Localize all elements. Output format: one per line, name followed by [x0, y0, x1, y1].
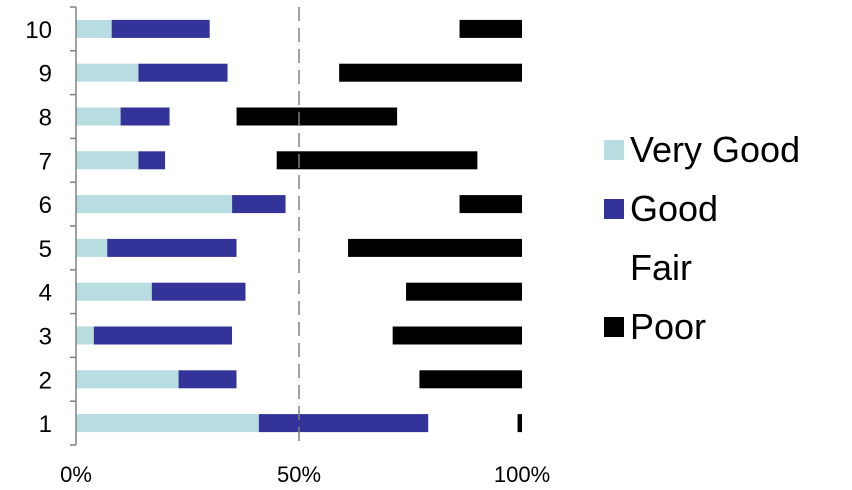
bar-fair-2 — [236, 370, 420, 389]
bar-very-good-2 — [76, 370, 179, 389]
bar-fair-7 — [165, 151, 277, 170]
legend-swatch-fair — [604, 257, 624, 278]
y-tick-label-4: 4 — [39, 280, 52, 307]
bar-poor-2 — [419, 370, 522, 389]
legend-label-very-good: Very Good — [630, 128, 801, 170]
bar-fair-8 — [169, 107, 237, 126]
legend-item-very-good: Very Good — [604, 120, 800, 179]
bar-fair-3 — [232, 326, 393, 345]
legend-swatch-good — [604, 198, 624, 219]
legend-item-fair: Fair — [604, 238, 800, 297]
bar-poor-7 — [276, 151, 478, 170]
bar-very-good-3 — [76, 326, 94, 345]
bar-good-1 — [258, 414, 429, 433]
legend-swatch-very-good — [604, 139, 624, 160]
bar-very-good-8 — [76, 107, 121, 126]
y-tick-label-5: 5 — [39, 236, 52, 263]
bar-poor-3 — [392, 326, 522, 345]
bar-poor-6 — [459, 195, 522, 214]
bar-good-3 — [93, 326, 233, 345]
x-tick-label-1: 50% — [277, 462, 321, 487]
bar-poor-9 — [339, 63, 522, 82]
bar-good-6 — [232, 195, 286, 214]
legend-label-good: Good — [630, 187, 719, 229]
bar-good-9 — [138, 63, 228, 82]
y-tick-label-3: 3 — [39, 324, 52, 351]
legend: Very Good Good Fair Poor — [604, 120, 800, 356]
y-tick-label-10: 10 — [25, 17, 52, 44]
y-tick-label-2: 2 — [39, 367, 52, 394]
legend-label-fair: Fair — [630, 246, 692, 288]
bars-group — [76, 19, 522, 433]
y-tick-label-1: 1 — [39, 411, 52, 438]
y-tick-label-7: 7 — [39, 148, 52, 175]
x-tick-label-0: 0% — [60, 462, 92, 487]
legend-item-poor: Poor — [604, 297, 800, 356]
y-tick-label-8: 8 — [39, 105, 52, 132]
y-tick-label-9: 9 — [39, 61, 52, 88]
bar-poor-10 — [459, 19, 522, 38]
legend-item-good: Good — [604, 179, 800, 238]
x-axis-ticks: 0% 50% 100% — [60, 462, 550, 487]
bar-good-5 — [107, 238, 237, 257]
bar-very-good-4 — [76, 282, 152, 301]
bar-poor-1 — [517, 414, 522, 433]
bar-very-good-6 — [76, 195, 233, 214]
bar-good-7 — [138, 151, 166, 170]
y-axis-ticks: 1 2 3 4 5 6 7 8 9 10 — [25, 6, 76, 446]
bar-poor-4 — [406, 282, 522, 301]
bar-poor-5 — [348, 238, 522, 257]
bar-fair-5 — [236, 238, 349, 257]
bar-fair-1 — [428, 414, 518, 433]
bar-fair-10 — [209, 19, 460, 38]
bar-very-good-1 — [76, 414, 259, 433]
legend-swatch-poor — [604, 316, 624, 337]
bar-fair-9 — [227, 63, 340, 82]
bar-good-10 — [111, 19, 210, 38]
bar-very-good-9 — [76, 63, 139, 82]
y-tick-label-6: 6 — [39, 192, 52, 219]
bar-fair-4 — [245, 282, 407, 301]
bar-poor-8 — [236, 107, 398, 126]
x-tick-label-2: 100% — [494, 462, 550, 487]
bar-good-2 — [178, 370, 237, 389]
bar-good-4 — [151, 282, 246, 301]
bar-fair-6 — [285, 195, 460, 214]
bar-very-good-5 — [76, 238, 108, 257]
bar-good-8 — [120, 107, 170, 126]
bar-very-good-7 — [76, 151, 139, 170]
bar-very-good-10 — [76, 19, 112, 38]
legend-label-poor: Poor — [630, 305, 707, 347]
